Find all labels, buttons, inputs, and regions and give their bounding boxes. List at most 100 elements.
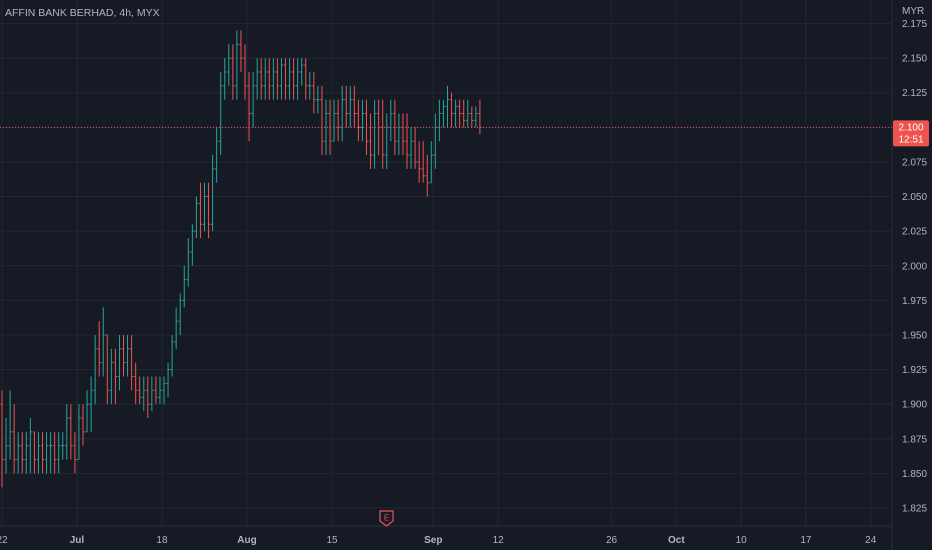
price-tick-label: 2.150 (902, 54, 927, 65)
time-tick-label: 12 (493, 535, 505, 546)
ohlc-bar (441, 99, 446, 128)
price-badge-countdown: 12:51 (898, 134, 923, 145)
ohlc-bar (121, 334, 126, 377)
ohlc-bar (0, 390, 4, 488)
chart-title: AFFIN BANK BERHAD, 4h, MYX (5, 7, 160, 19)
ohlc-bar (421, 141, 425, 183)
ohlc-bar (125, 334, 130, 377)
ohlc-bar (57, 431, 61, 474)
time-tick-label: Sep (424, 535, 442, 546)
time-tick-label: Jul (70, 535, 85, 546)
ohlc-bar (316, 85, 320, 114)
ohlc-bar (332, 99, 336, 142)
ohlc-bar (170, 334, 174, 377)
ohlc-bar (445, 85, 450, 128)
ohlc-bar (150, 376, 154, 412)
ohlc-bar (287, 58, 292, 100)
ohlc-bar (292, 58, 296, 100)
price-axis[interactable]: 1.825 1.850 1.875 1.900 1.925 1.950 1.975 2.000… (902, 19, 927, 514)
ohlc-bar (360, 99, 365, 142)
ohlc-bar (65, 404, 69, 460)
ohlc-bar (340, 85, 344, 142)
earnings-marker-label: E (384, 514, 389, 523)
time-tick-label: 22 (0, 535, 8, 546)
ohlc-bar (231, 44, 235, 100)
ohlc-bar (89, 376, 93, 432)
ohlc-bar (409, 127, 413, 169)
ohlc-bar (324, 99, 328, 156)
ohlc-bar (470, 106, 474, 128)
price-tick-label: 1.975 (902, 296, 927, 307)
ohlc-bar (186, 238, 190, 287)
time-tick-label: 18 (156, 535, 168, 546)
ohlc-bar (138, 376, 142, 405)
price-tick-label: 2.025 (902, 227, 927, 238)
ohlc-bar (105, 334, 109, 405)
time-tick-label: 26 (606, 535, 618, 546)
ohlc-bar (194, 196, 198, 239)
ohlc-bar (44, 431, 49, 474)
ohlc-bar (393, 99, 397, 156)
time-tick-label: Aug (237, 535, 256, 546)
ohlc-bar (178, 293, 182, 335)
grid-lines (0, 0, 892, 526)
ohlc-bar (49, 431, 53, 474)
ohlc-bar (320, 85, 324, 156)
price-tick-label: 2.000 (902, 261, 927, 272)
ohlc-bar (146, 376, 150, 419)
ohlc-bar (255, 58, 259, 100)
time-tick-label: Oct (668, 535, 685, 546)
ohlc-bar (405, 113, 409, 169)
ohlc-bar (130, 334, 134, 391)
ohlc-bar (69, 404, 73, 460)
ohlc-bar (223, 58, 227, 100)
last-price-badge: 2.100 12:51 (893, 120, 929, 147)
ohlc-bar (474, 106, 478, 128)
ohlc-bar (166, 362, 170, 398)
ohlc-bar (97, 321, 101, 377)
ohlc-bar (283, 58, 288, 100)
ohlc-bar (417, 141, 421, 183)
ohlc-bar (53, 431, 57, 474)
ohlc-bar (247, 71, 251, 142)
ohlc-bar (219, 71, 223, 156)
ohlc-bar (182, 265, 186, 308)
time-tick-label: 10 (736, 535, 748, 546)
time-tick-label: 17 (800, 535, 812, 546)
ohlc-bar (352, 85, 356, 128)
ohlc-bar (162, 376, 166, 405)
ohlc-bar (279, 58, 284, 100)
ohlc-bar (77, 404, 81, 461)
ohlc-bar (93, 334, 97, 405)
ohlc-bar (154, 376, 158, 405)
ohlc-bar (134, 362, 138, 405)
ohlc-bar (174, 307, 178, 349)
price-tick-label: 2.050 (902, 192, 927, 203)
ohlc-bar (24, 431, 28, 474)
ohlc-bar (190, 224, 194, 266)
price-tick-label: 2.125 (902, 88, 927, 99)
time-axis[interactable]: 22 Jul 18 Aug 15 Sep 12 26 Oct 10 17 24 (0, 535, 877, 546)
price-tick-label: 1.950 (902, 330, 927, 341)
ohlc-bar (263, 58, 267, 100)
ohlc-bar (206, 182, 211, 239)
ohlc-bar (429, 141, 433, 184)
earnings-marker[interactable]: E (379, 510, 394, 527)
ohlc-bar (198, 182, 203, 239)
ohlc-bar (12, 404, 16, 474)
ohlc-bar (454, 99, 458, 128)
ohlc-bar (142, 376, 146, 412)
earnings-icon[interactable] (379, 510, 394, 527)
ohlc-bars (0, 30, 482, 488)
ohlc-bar (344, 85, 348, 128)
price-badge-background (893, 120, 929, 147)
ohlc-bar (235, 30, 239, 100)
ohlc-bar (312, 71, 316, 114)
ohlc-bar (259, 58, 263, 100)
ohlc-bar (211, 155, 215, 232)
ohlc-bar (308, 71, 312, 100)
ohlc-bar (466, 99, 470, 128)
price-tick-label: 1.925 (902, 365, 927, 376)
ohlc-bar (425, 155, 429, 197)
